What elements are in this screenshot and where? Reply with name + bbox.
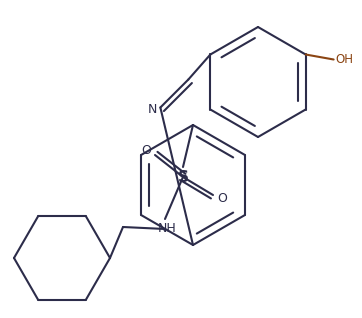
Text: OH: OH [336, 53, 354, 66]
Text: NH: NH [157, 223, 176, 236]
Text: O: O [217, 192, 227, 205]
Text: S: S [177, 169, 189, 184]
Text: N: N [148, 103, 157, 116]
Text: O: O [141, 144, 151, 157]
